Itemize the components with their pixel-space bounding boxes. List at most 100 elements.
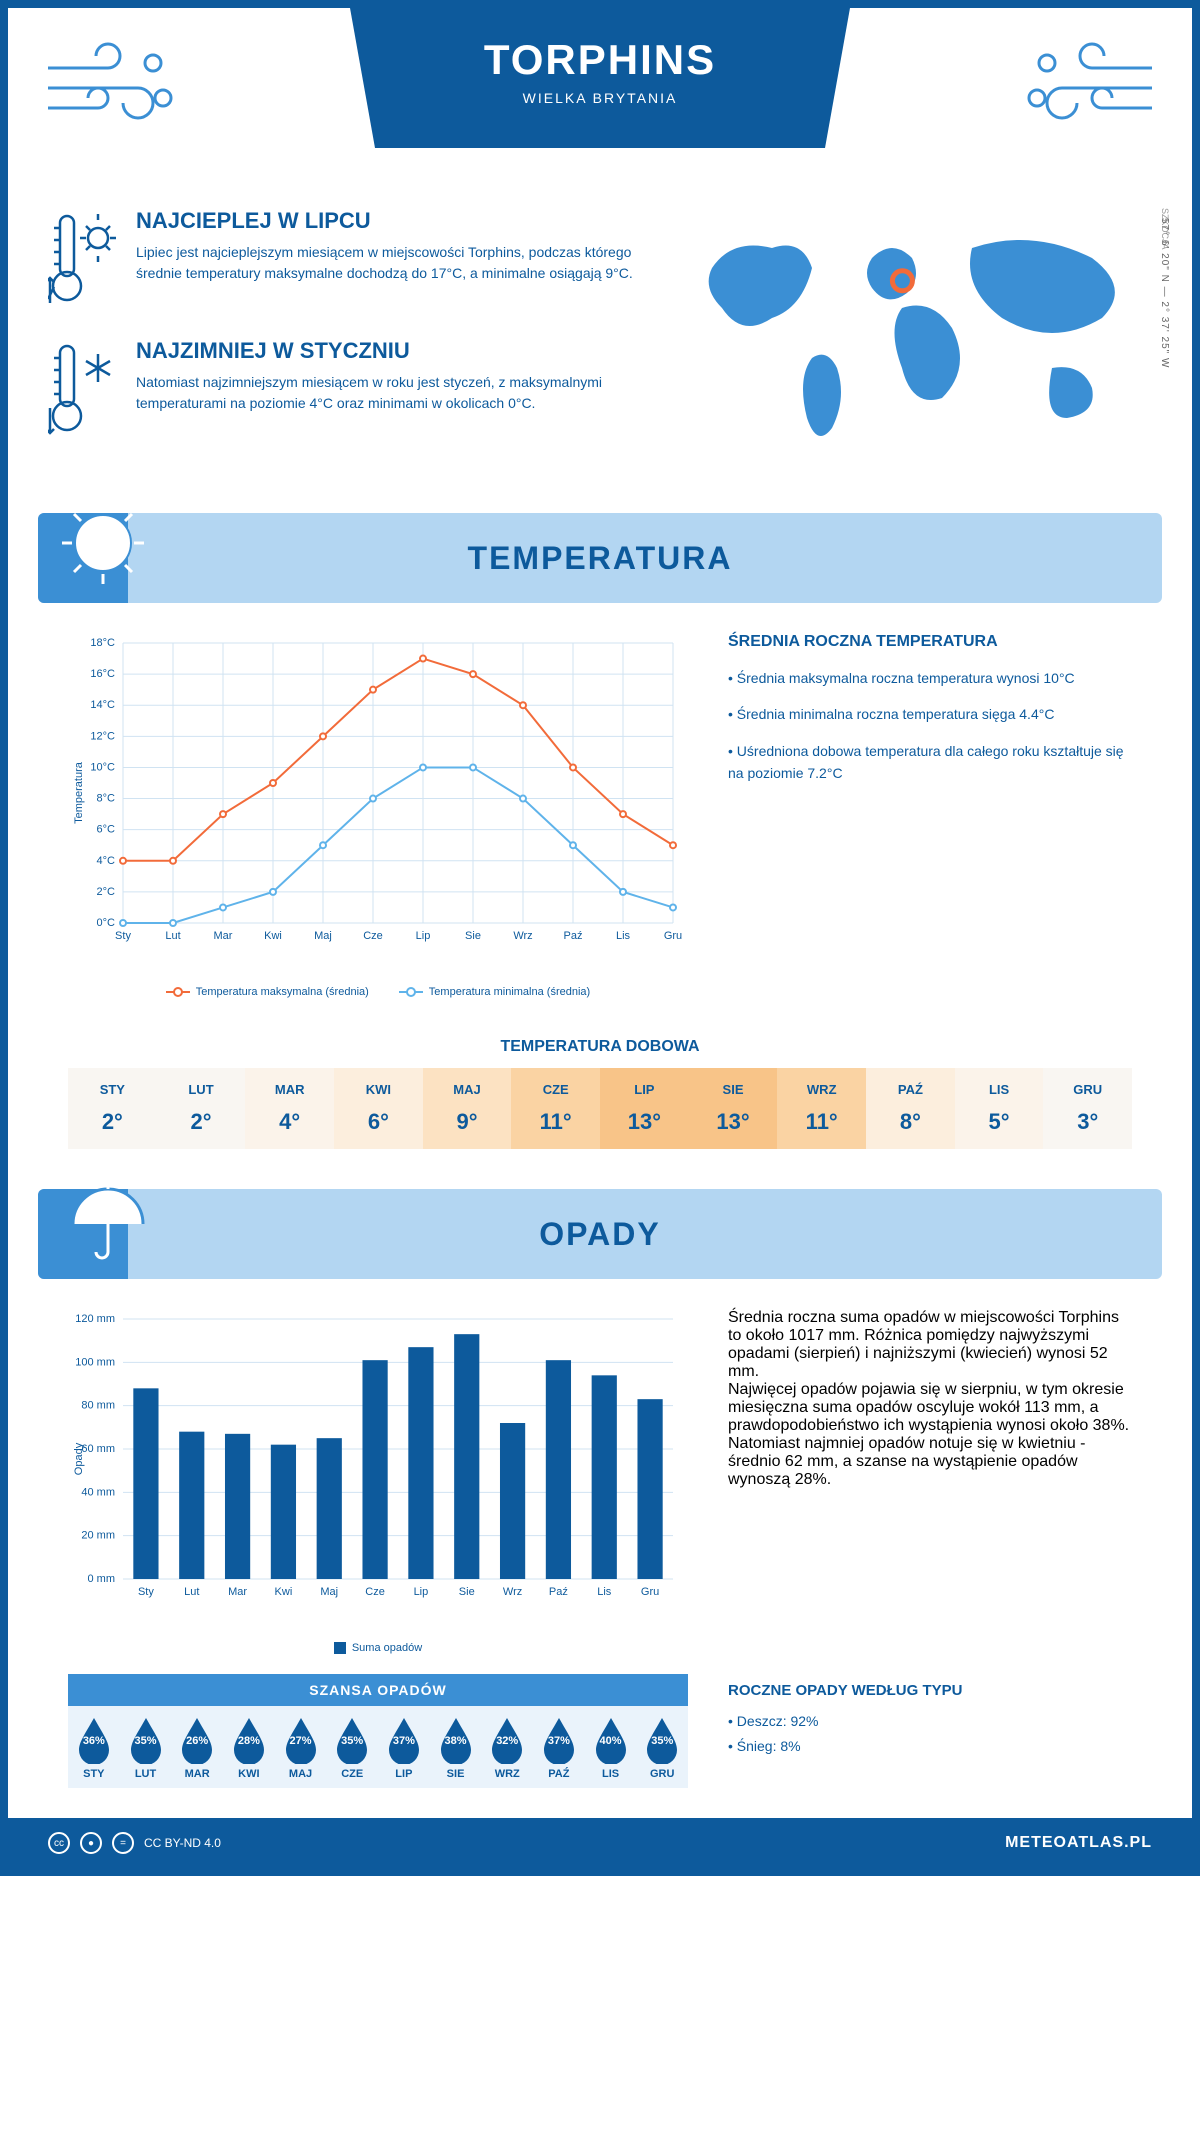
daily-value: 11° [511, 1109, 600, 1135]
by-type-item: • Deszcz: 92% [728, 1709, 1132, 1734]
svg-text:Temperatura: Temperatura [73, 761, 85, 824]
svg-text:12°C: 12°C [90, 730, 115, 742]
svg-text:14°C: 14°C [90, 699, 115, 711]
city-title: TORPHINS [350, 36, 850, 84]
svg-text:Sty: Sty [115, 930, 131, 942]
precipitation-legend: Suma opadów [68, 1642, 688, 1654]
chance-cell: 36% STY [68, 1706, 120, 1788]
chance-cell: 40% LIS [585, 1706, 637, 1788]
chance-cell: 26% MAR [171, 1706, 223, 1788]
chance-value: 26% [186, 1735, 208, 1747]
svg-text:Gru: Gru [664, 930, 682, 942]
annual-heading: ŚREDNIA ROCZNA TEMPERATURA [728, 633, 1132, 651]
world-map-icon [672, 208, 1152, 468]
daily-month: PAŹ [866, 1082, 955, 1097]
annual-bullet: • Uśredniona dobowa temperatura dla całe… [728, 740, 1132, 785]
svg-text:8°C: 8°C [97, 793, 116, 805]
daily-value: 13° [689, 1109, 778, 1135]
daily-month: MAR [245, 1082, 334, 1097]
daily-month: LIP [600, 1082, 689, 1097]
raindrop-icon: 26% [178, 1716, 216, 1764]
daily-value: 9° [423, 1109, 512, 1135]
svg-text:0°C: 0°C [97, 917, 116, 929]
chance-month: PAŹ [533, 1768, 585, 1780]
svg-text:Gru: Gru [641, 1586, 659, 1598]
raindrop-icon: 28% [230, 1716, 268, 1764]
daily-month: SIE [689, 1082, 778, 1097]
daily-value: 8° [866, 1109, 955, 1135]
chance-cell: 28% KWI [223, 1706, 275, 1788]
coldest-text: NAJZIMNIEJ W STYCZNIU Natomiast najzimni… [136, 338, 642, 438]
daily-cell: SIE 13° [689, 1068, 778, 1149]
raindrop-icon: 35% [127, 1716, 165, 1764]
daily-month: STY [68, 1082, 157, 1097]
daily-cell: STY2° [68, 1068, 157, 1149]
chance-value: 37% [393, 1735, 415, 1747]
daily-value: 2° [157, 1109, 246, 1135]
legend-label: Temperatura minimalna (średnia) [429, 986, 590, 998]
svg-text:Sie: Sie [459, 1586, 475, 1598]
daily-value: 6° [334, 1109, 423, 1135]
daily-value: 3° [1043, 1109, 1132, 1135]
svg-text:100 mm: 100 mm [75, 1356, 115, 1368]
precip-para-2: Najwięcej opadów pojawia się w sierpniu,… [728, 1381, 1132, 1489]
thermometer-sun-icon [48, 208, 118, 308]
daily-value: 5° [955, 1109, 1044, 1135]
daily-month: LUT [157, 1082, 246, 1097]
sun-icon [58, 498, 148, 588]
daily-cell: LUT 2° [157, 1068, 246, 1149]
umbrella-icon [58, 1174, 148, 1264]
chance-value: 35% [341, 1735, 363, 1747]
precipitation-text: Średnia roczna suma opadów w miejscowośc… [728, 1309, 1132, 1654]
precip-lower-row: SZANSA OPADÓW 36% STY 35% LUT 26% MAR 28… [8, 1674, 1192, 1818]
title-banner: TORPHINS WIELKA BRYTANIA [350, 8, 850, 148]
temperature-body: 0°C2°C4°C6°C8°C10°C12°C14°C16°C18°CStyLu… [8, 633, 1192, 1018]
daily-month: WRZ [777, 1082, 866, 1097]
by-type-item: • Śnieg: 8% [728, 1734, 1132, 1759]
annual-temp-text: ŚREDNIA ROCZNA TEMPERATURA • Średnia mak… [728, 633, 1132, 998]
svg-text:18°C: 18°C [90, 637, 115, 649]
daily-month: LIS [955, 1082, 1044, 1097]
svg-text:Maj: Maj [320, 1586, 338, 1598]
thermometer-snow-icon [48, 338, 118, 438]
nd-icon: = [112, 1832, 134, 1854]
footer-site: METEOATLAS.PL [1005, 1834, 1152, 1852]
daily-month: CZE [511, 1082, 600, 1097]
raindrop-icon: 36% [75, 1716, 113, 1764]
raindrop-icon: 40% [592, 1716, 630, 1764]
daily-month: MAJ [423, 1082, 512, 1097]
svg-text:Kwi: Kwi [275, 1586, 293, 1598]
chance-month: WRZ [481, 1768, 533, 1780]
daily-cell: KWI 6° [334, 1068, 423, 1149]
daily-month: KWI [334, 1082, 423, 1097]
raindrop-icon: 37% [385, 1716, 423, 1764]
daily-cell: WRZ11° [777, 1068, 866, 1149]
svg-text:16°C: 16°C [90, 668, 115, 680]
chance-month: GRU [636, 1768, 688, 1780]
svg-text:Kwi: Kwi [264, 930, 282, 942]
svg-text:80 mm: 80 mm [81, 1400, 115, 1412]
svg-text:Cze: Cze [363, 930, 383, 942]
svg-text:Wrz: Wrz [503, 1586, 522, 1598]
svg-text:Lis: Lis [597, 1586, 612, 1598]
chance-value: 40% [600, 1735, 622, 1747]
precip-by-type: ROCZNE OPADY WEDŁUG TYPU • Deszcz: 92%• … [728, 1674, 1132, 1788]
daily-cell: LIS 5° [955, 1068, 1044, 1149]
precip-para-1: Średnia roczna suma opadów w miejscowośc… [728, 1309, 1132, 1381]
legend-item: Temperatura maksymalna (średnia) [166, 986, 369, 998]
daily-cell: PAŹ 8° [866, 1068, 955, 1149]
temperature-chart: 0°C2°C4°C6°C8°C10°C12°C14°C16°C18°CStyLu… [68, 633, 688, 998]
annual-bullet: • Średnia maksymalna roczna temperatura … [728, 667, 1132, 689]
svg-text:Lis: Lis [616, 930, 631, 942]
svg-text:Wrz: Wrz [513, 930, 532, 942]
svg-text:Lip: Lip [416, 930, 431, 942]
intro-row: NAJCIEPLEJ W LIPCU Lipiec jest najcieple… [8, 188, 1192, 503]
raindrop-icon: 27% [282, 1716, 320, 1764]
svg-text:Paź: Paź [549, 1586, 568, 1598]
chance-cell: 37% PAŹ [533, 1706, 585, 1788]
chance-value: 37% [548, 1735, 570, 1747]
cc-icon: cc [48, 1832, 70, 1854]
chance-cell: 37% LIP [378, 1706, 430, 1788]
precipitation-body: 0 mm20 mm40 mm60 mm80 mm100 mm120 mmStyL… [8, 1309, 1192, 1674]
chance-value: 27% [290, 1735, 312, 1747]
